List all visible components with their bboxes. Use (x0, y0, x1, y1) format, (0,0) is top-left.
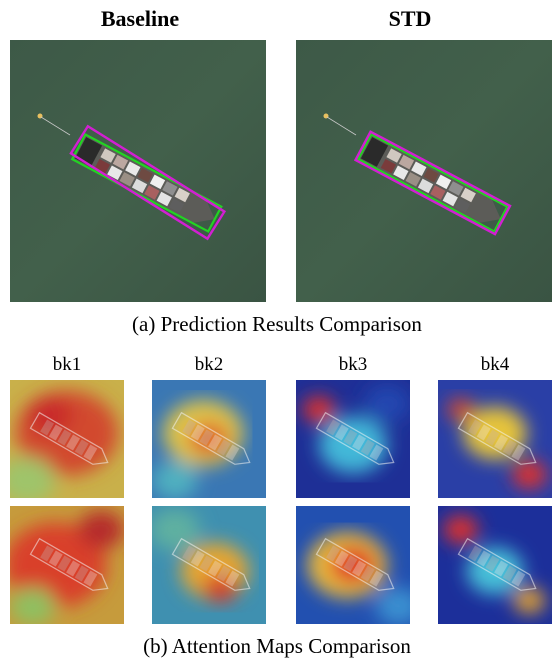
attention-map-row1-bk1 (10, 380, 124, 498)
attention-map-row1-bk4 (438, 380, 552, 498)
attention-map-row2-bk1 (10, 506, 124, 624)
caption-b: (b) Attention Maps Comparison (143, 634, 411, 658)
attention-map-row1-bk3 (296, 380, 410, 498)
caption-a: (a) Prediction Results Comparison (132, 312, 422, 336)
std-prediction-image (296, 40, 552, 302)
block-label-bk2: bk2 (194, 354, 224, 375)
attention-map-row1-bk2 (152, 380, 266, 498)
attention-map-row2-bk4 (438, 506, 552, 624)
baseline-title: Baseline (100, 6, 180, 31)
std-title: STD (388, 6, 432, 31)
block-label-bk3: bk3 (338, 354, 368, 375)
attention-map-row2-bk2 (152, 506, 266, 624)
attention-map-row2-bk3 (296, 506, 410, 624)
block-label-bk1: bk1 (52, 354, 82, 375)
block-label-bk4: bk4 (480, 354, 510, 375)
baseline-prediction-image (10, 40, 266, 302)
